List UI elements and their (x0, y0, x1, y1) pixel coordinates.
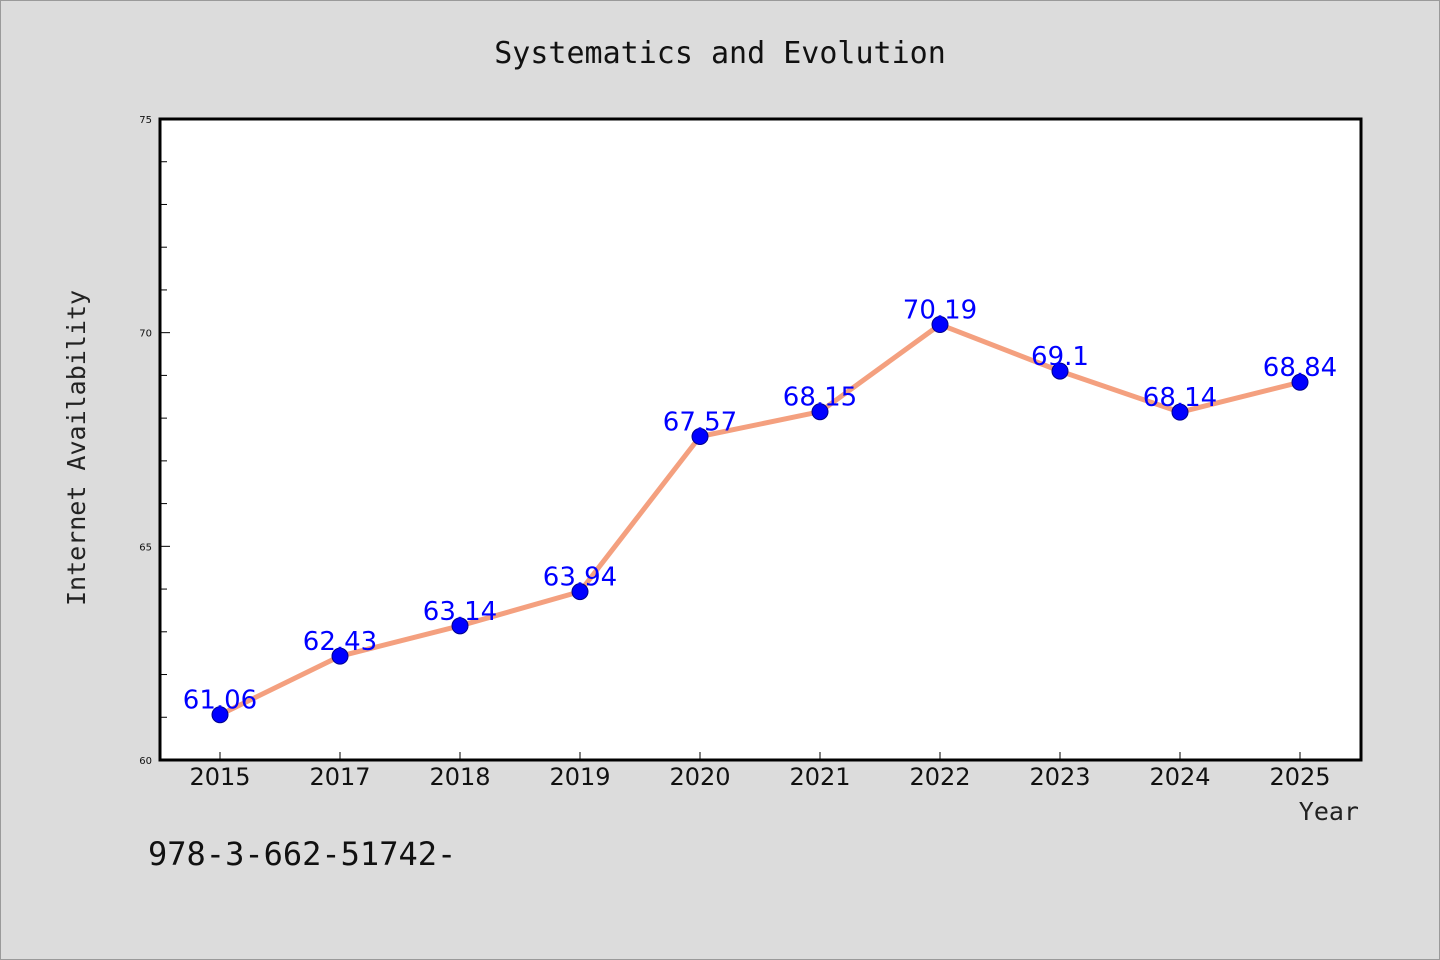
x-tick-label: 2020 (669, 763, 730, 791)
y-tick-label: 60 (139, 756, 152, 767)
y-axis: 60 65 70 75 (139, 115, 170, 767)
data-label: 63.94 (543, 563, 617, 593)
data-label: 68.14 (1143, 383, 1217, 413)
x-tick-label: 2015 (189, 763, 250, 791)
series-layer: 61.06 62.43 63.14 63.94 67.57 68.15 70.19 69.1 6… (183, 296, 1337, 724)
y-axis-label: Internet Availability (62, 290, 91, 606)
series-line (217, 322, 1303, 718)
data-point (571, 583, 589, 601)
x-tick-label: 2017 (309, 763, 370, 791)
data-point (331, 647, 349, 665)
data-label: 70.19 (903, 296, 977, 326)
data-point (211, 706, 229, 724)
x-tick-label: 2022 (909, 763, 970, 791)
x-tick-label: 2025 (1269, 763, 1330, 791)
data-label: 61.06 (183, 686, 257, 716)
data-point (1171, 403, 1189, 421)
x-tick-label: 2023 (1029, 763, 1090, 791)
data-label: 62.43 (303, 627, 377, 657)
data-label: 68.15 (783, 383, 857, 413)
x-tick-label: 2019 (549, 763, 610, 791)
data-point (1291, 373, 1309, 391)
y-tick-label: 75 (139, 115, 152, 126)
data-label: 69.1 (1031, 342, 1089, 372)
data-point (811, 403, 829, 421)
x-axis-label: Year (1299, 797, 1359, 826)
x-tick-label: 2024 (1149, 763, 1210, 791)
data-label: 63.14 (423, 597, 497, 627)
data-point (931, 316, 949, 334)
x-axis: 2015 2017 2018 2019 2020 2021 2022 2023 2024 2025 (189, 752, 1331, 791)
footer-code: 978-3-662-51742- (148, 835, 456, 873)
x-tick-label: 2021 (789, 763, 850, 791)
chart-title: Systematics and Evolution (494, 36, 946, 71)
y-tick-label: 65 (139, 542, 152, 553)
data-point (1051, 362, 1069, 380)
x-tick-label: 2018 (429, 763, 490, 791)
y-tick-label: 70 (139, 329, 152, 340)
data-label: 68.84 (1263, 353, 1337, 383)
data-point (691, 428, 709, 446)
data-point (451, 617, 469, 635)
data-label: 67.57 (663, 408, 737, 438)
